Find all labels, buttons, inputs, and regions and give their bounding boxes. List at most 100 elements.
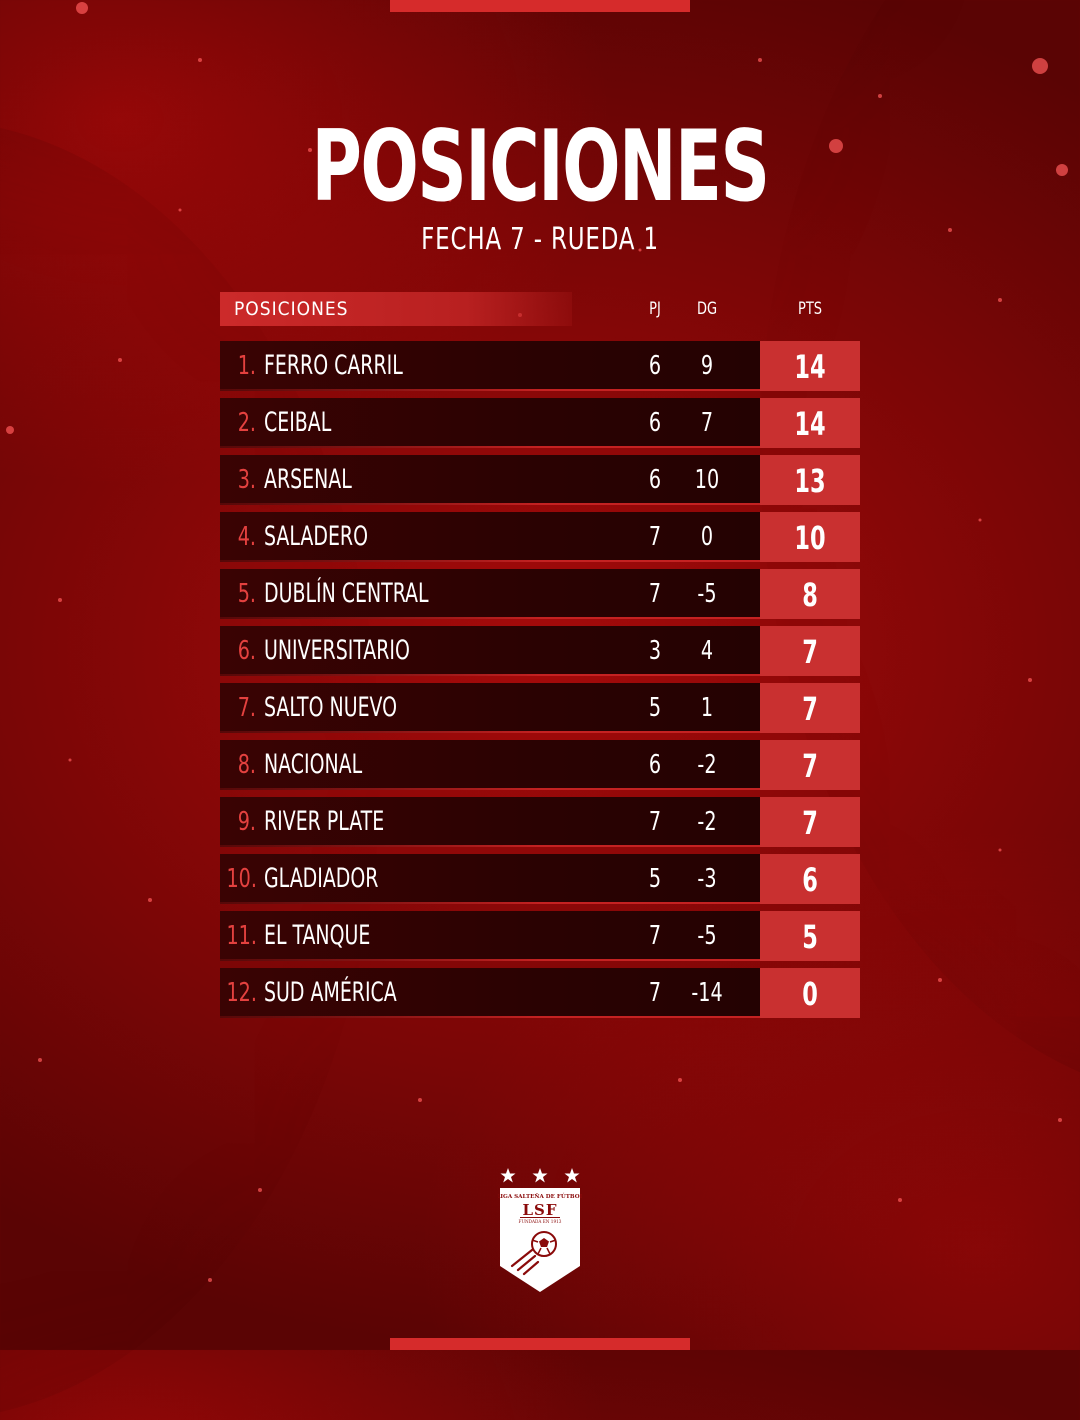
row-position: 4.: [237, 522, 256, 552]
column-header-pts: PTS: [797, 299, 823, 319]
table-header-label: POSICIONES: [234, 298, 349, 320]
row-points: 14: [794, 348, 826, 386]
row-team-name: EL TANQUE: [264, 920, 371, 951]
points-cell-background: [760, 911, 860, 961]
row-position: 3.: [237, 465, 256, 495]
row-underline: [220, 788, 760, 790]
points-cell-background: [760, 341, 860, 391]
row-background: [220, 626, 760, 676]
row-background: [220, 569, 760, 619]
table-row: 11. EL TANQUE 7 -5 5: [220, 911, 860, 961]
row-underline: [220, 674, 760, 676]
row-position: 11.: [226, 921, 257, 951]
row-position: 1.: [237, 351, 256, 381]
row-team-name: ARSENAL: [264, 464, 352, 495]
row-position: 2.: [237, 408, 256, 438]
row-team-name: SALADERO: [264, 521, 369, 552]
column-header-dg: DG: [696, 299, 718, 319]
row-goal-difference: -5: [697, 579, 717, 609]
table-row: 2. CEIBAL 6 7 14: [220, 398, 860, 448]
row-points: 7: [802, 747, 818, 785]
lsf-logo: LIGA SALTEÑA DE FÚTBOL LSF FUNDADA EN 19…: [498, 1168, 582, 1292]
row-underline: [220, 503, 760, 505]
row-played: 6: [648, 351, 662, 381]
points-cell-background: [760, 854, 860, 904]
row-points: 5: [802, 918, 818, 956]
row-underline: [220, 617, 760, 619]
row-goal-difference: 9: [700, 351, 714, 381]
row-team-name: UNIVERSITARIO: [264, 635, 410, 666]
row-background: [220, 683, 760, 733]
page-title: POSICIONES: [311, 110, 770, 224]
row-goal-difference: -14: [691, 978, 723, 1008]
row-team-name: SUD AMÉRICA: [264, 977, 397, 1008]
svg-text:LIGA SALTEÑA DE FÚTBOL: LIGA SALTEÑA DE FÚTBOL: [498, 1192, 582, 1200]
row-background: [220, 968, 760, 1018]
points-cell-background: [760, 626, 860, 676]
bottom-accent-bar: [390, 1338, 690, 1350]
row-goal-difference: 10: [694, 465, 720, 495]
row-position: 7.: [237, 693, 256, 723]
row-points: 6: [802, 861, 818, 899]
row-points: 7: [802, 633, 818, 671]
row-points: 10: [794, 519, 826, 557]
row-played: 7: [648, 978, 662, 1008]
row-background: [220, 455, 760, 505]
row-team-name: DUBLÍN CENTRAL: [264, 578, 429, 609]
table-row: 8. NACIONAL 6 -2 7: [220, 740, 860, 790]
row-goal-difference: 7: [700, 408, 714, 438]
table-row: 1. FERRO CARRIL 6 9 14: [220, 341, 860, 391]
row-team-name: NACIONAL: [264, 749, 363, 780]
row-team-name: CEIBAL: [264, 407, 332, 438]
column-header-pj: PJ: [649, 299, 661, 319]
row-goal-difference: -3: [697, 864, 717, 894]
row-goal-difference: 1: [700, 693, 714, 723]
row-underline: [220, 389, 760, 391]
svg-text:LSF: LSF: [522, 1201, 557, 1219]
points-cell-background: [760, 512, 860, 562]
row-played: 7: [648, 579, 662, 609]
table-row: 10. GLADIADOR 5 -3 6: [220, 854, 860, 904]
table-header-bar: [220, 292, 572, 326]
row-goal-difference: -5: [697, 921, 717, 951]
svg-text:FUNDADA EN 1913: FUNDADA EN 1913: [519, 1219, 562, 1224]
points-cell-background: [760, 683, 860, 733]
table-row: 6. UNIVERSITARIO 3 4 7: [220, 626, 860, 676]
row-background: [220, 854, 760, 904]
row-position: 9.: [237, 807, 256, 837]
table-row: 7. SALTO NUEVO 5 1 7: [220, 683, 860, 733]
row-underline: [220, 1016, 760, 1018]
row-position: 12.: [226, 978, 257, 1008]
row-played: 5: [648, 693, 662, 723]
row-underline: [220, 560, 760, 562]
row-position: 5.: [237, 579, 256, 609]
row-position: 10.: [226, 864, 257, 894]
row-points: 8: [802, 576, 818, 614]
row-team-name: RIVER PLATE: [264, 806, 385, 837]
row-points: 7: [802, 804, 818, 842]
row-played: 7: [648, 807, 662, 837]
row-background: [220, 341, 760, 391]
table-row: 4. SALADERO 7 0 10: [220, 512, 860, 562]
row-position: 8.: [237, 750, 256, 780]
row-background: [220, 797, 760, 847]
row-team-name: GLADIADOR: [264, 863, 379, 894]
row-goal-difference: 4: [700, 636, 714, 666]
row-underline: [220, 446, 760, 448]
top-accent-bar: [390, 0, 690, 12]
row-goal-difference: -2: [697, 750, 717, 780]
row-position: 6.: [237, 636, 256, 666]
row-goal-difference: 0: [700, 522, 714, 552]
points-cell-background: [760, 398, 860, 448]
points-cell-background: [760, 968, 860, 1018]
logo-stars: [500, 1168, 580, 1183]
row-background: [220, 512, 760, 562]
row-played: 3: [648, 636, 662, 666]
row-underline: [220, 731, 760, 733]
row-goal-difference: -2: [697, 807, 717, 837]
table-row: 12. SUD AMÉRICA 7 -14 0: [220, 968, 860, 1018]
points-cell-background: [760, 569, 860, 619]
row-team-name: FERRO CARRIL: [264, 350, 403, 381]
row-points: 0: [802, 975, 818, 1013]
points-cell-background: [760, 740, 860, 790]
